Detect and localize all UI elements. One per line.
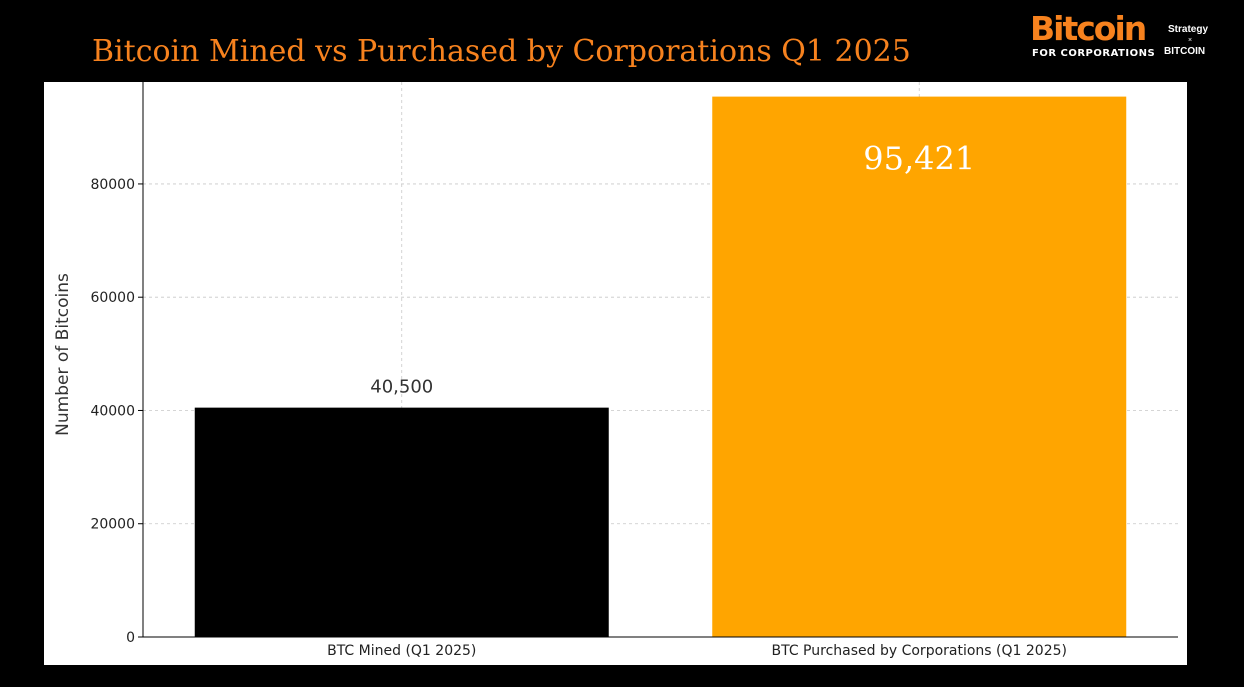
bar-chart: 0 20000 40000 60000 80000 BTC Mined (Q1 2025)… — [53, 82, 1178, 659]
chart-title: Bitcoin Mined vs Purchased by Corporatio… — [92, 34, 911, 69]
y-tick-label: 60000 — [90, 290, 135, 306]
x-tick-label: BTC Mined (Q1 2025) — [327, 643, 476, 659]
bar-layer — [194, 96, 1127, 637]
data-label: 95,421 — [863, 140, 975, 178]
bar — [194, 407, 609, 637]
y-tick-label: 40000 — [90, 403, 135, 419]
x-tick-label: BTC Purchased by Corporations (Q1 2025) — [772, 643, 1067, 659]
y-axis-label: Number of Bitcoins — [53, 273, 73, 436]
bitcoin-for-corporations-logo: Bitcoin FOR CORPORATIONS Strategy × BITC… — [1030, 12, 1230, 62]
axis-layer: 0 20000 40000 60000 80000 BTC Mined (Q1 2025)… — [53, 82, 1178, 659]
logo-subtitle: FOR CORPORATIONS — [1032, 48, 1156, 59]
logo-wordmark: Bitcoin — [1030, 9, 1147, 48]
y-tick-label: 0 — [126, 630, 135, 646]
data-label: 40,500 — [370, 377, 433, 398]
logo-partner-separator: × — [1188, 37, 1193, 44]
logo-partner-bitcoin: BITCOIN — [1164, 46, 1206, 57]
y-tick-label: 20000 — [90, 517, 135, 533]
y-tick-label: 80000 — [90, 177, 135, 193]
logo-partner-strategy: Strategy — [1168, 24, 1209, 35]
label-layer: 40,500 95,421 — [370, 140, 975, 398]
bar — [712, 96, 1127, 637]
chart-panel: 0 20000 40000 60000 80000 BTC Mined (Q1 2025)… — [44, 82, 1187, 665]
